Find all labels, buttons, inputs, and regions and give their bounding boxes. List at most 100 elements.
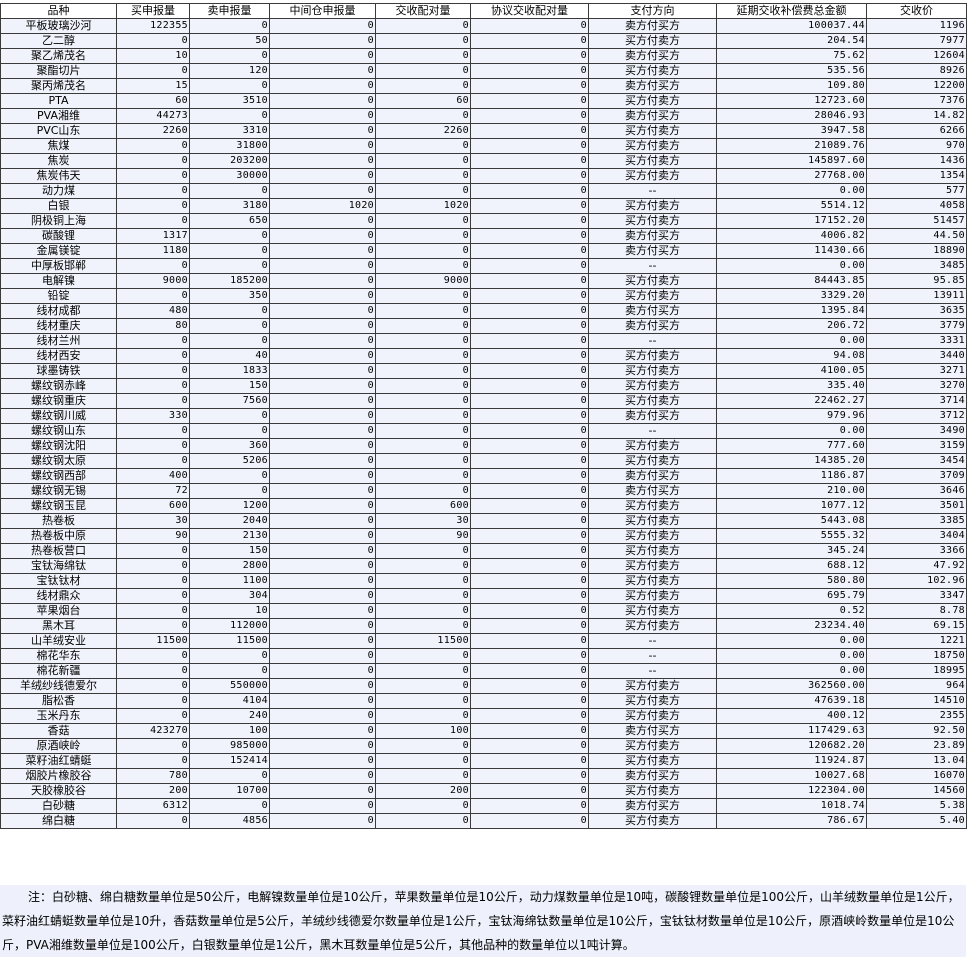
cell-matched-qty: 200	[375, 783, 471, 799]
cell-compensation: 0.00	[716, 183, 867, 199]
cell-intermediate-qty: 0	[269, 363, 376, 379]
cell-delivery-price: 3385	[866, 513, 967, 529]
cell-delivery-price: 8926	[866, 63, 967, 79]
cell-matched-qty: 0	[375, 228, 471, 244]
header-buy-qty: 买申报量	[116, 3, 190, 19]
cell-agreement-qty: 0	[470, 303, 589, 319]
cell-matched-qty: 0	[375, 288, 471, 304]
cell-compensation: 3329.20	[716, 288, 867, 304]
cell-delivery-price: 1221	[866, 633, 967, 649]
table-row: 棉花华东 0 0 0 0 0 -- 0.00 18750	[0, 648, 967, 664]
cell-product: 螺纹钢重庆	[0, 393, 117, 409]
cell-product: 烟胶片橡胶谷	[0, 768, 117, 784]
cell-product: 球墨铸铁	[0, 363, 117, 379]
cell-pay-direction: 卖方付买方	[588, 48, 717, 64]
cell-compensation: 12723.60	[716, 93, 867, 109]
cell-delivery-price: 3712	[866, 408, 967, 424]
cell-intermediate-qty: 0	[269, 183, 376, 199]
cell-agreement-qty: 0	[470, 393, 589, 409]
cell-pay-direction: 买方付卖方	[588, 393, 717, 409]
cell-pay-direction: 买方付卖方	[588, 153, 717, 169]
cell-sell-qty: 0	[189, 228, 270, 244]
cell-matched-qty: 0	[375, 408, 471, 424]
cell-sell-qty: 30000	[189, 168, 270, 184]
header-intermediate-qty: 中间仓申报量	[269, 3, 376, 19]
cell-delivery-price: 964	[866, 678, 967, 694]
cell-delivery-price: 14510	[866, 693, 967, 709]
cell-agreement-qty: 0	[470, 18, 589, 34]
cell-agreement-qty: 0	[470, 813, 589, 829]
cell-sell-qty: 0	[189, 423, 270, 439]
cell-buy-qty: 0	[116, 138, 190, 154]
cell-product: 动力煤	[0, 183, 117, 199]
cell-product: 螺纹钢川威	[0, 408, 117, 424]
cell-sell-qty: 0	[189, 483, 270, 499]
cell-sell-qty: 2800	[189, 558, 270, 574]
cell-buy-qty: 11500	[116, 633, 190, 649]
cell-compensation: 100037.44	[716, 18, 867, 34]
cell-sell-qty: 360	[189, 438, 270, 454]
cell-pay-direction: 买方付卖方	[588, 438, 717, 454]
cell-matched-qty: 0	[375, 348, 471, 364]
cell-product: 原酒峡岭	[0, 738, 117, 754]
cell-compensation: 1186.87	[716, 468, 867, 484]
cell-compensation: 204.54	[716, 33, 867, 49]
cell-agreement-qty: 0	[470, 318, 589, 334]
cell-delivery-price: 3440	[866, 348, 967, 364]
cell-product: PTA	[0, 93, 117, 109]
cell-pay-direction: 买方付卖方	[588, 138, 717, 154]
cell-matched-qty: 0	[375, 213, 471, 229]
cell-compensation: 362560.00	[716, 678, 867, 694]
cell-delivery-price: 4058	[866, 198, 967, 214]
cell-delivery-price: 3779	[866, 318, 967, 334]
cell-delivery-price: 3485	[866, 258, 967, 274]
table-row: PVA湘维 44273 0 0 0 0 卖方付买方 28046.93 14.82	[0, 108, 967, 124]
cell-compensation: 3947.58	[716, 123, 867, 139]
cell-pay-direction: 卖方付买方	[588, 243, 717, 259]
cell-delivery-price: 44.50	[866, 228, 967, 244]
cell-compensation: 580.80	[716, 573, 867, 589]
cell-matched-qty: 0	[375, 108, 471, 124]
cell-buy-qty: 0	[116, 288, 190, 304]
cell-matched-qty: 0	[375, 393, 471, 409]
cell-buy-qty: 9000	[116, 273, 190, 289]
cell-matched-qty: 0	[375, 558, 471, 574]
cell-compensation: 27768.00	[716, 168, 867, 184]
cell-pay-direction: --	[588, 258, 717, 274]
cell-sell-qty: 650	[189, 213, 270, 229]
cell-sell-qty: 4104	[189, 693, 270, 709]
cell-agreement-qty: 0	[470, 363, 589, 379]
cell-intermediate-qty: 0	[269, 288, 376, 304]
cell-pay-direction: 买方付卖方	[588, 273, 717, 289]
cell-sell-qty: 0	[189, 243, 270, 259]
cell-intermediate-qty: 0	[269, 468, 376, 484]
cell-intermediate-qty: 0	[269, 513, 376, 529]
cell-compensation: 695.79	[716, 588, 867, 604]
cell-compensation: 75.62	[716, 48, 867, 64]
cell-delivery-price: 47.92	[866, 558, 967, 574]
cell-intermediate-qty: 0	[269, 408, 376, 424]
cell-buy-qty: 90	[116, 528, 190, 544]
cell-matched-qty: 0	[375, 378, 471, 394]
cell-buy-qty: 0	[116, 33, 190, 49]
cell-product: 线材成都	[0, 303, 117, 319]
header-product: 品种	[0, 3, 117, 19]
cell-delivery-price: 3331	[866, 333, 967, 349]
table-row: 螺纹钢沈阳 0 360 0 0 0 买方付卖方 777.60 3159	[0, 438, 967, 454]
cell-sell-qty: 2130	[189, 528, 270, 544]
cell-matched-qty: 0	[375, 543, 471, 559]
cell-agreement-qty: 0	[470, 468, 589, 484]
cell-intermediate-qty: 0	[269, 603, 376, 619]
table-row: 螺纹钢无锡 72 0 0 0 0 卖方付买方 210.00 3646	[0, 483, 967, 499]
header-matched-qty: 交收配对量	[375, 3, 471, 19]
cell-pay-direction: 买方付卖方	[588, 738, 717, 754]
cell-agreement-qty: 0	[470, 513, 589, 529]
table-row: 碳酸锂 1317 0 0 0 0 卖方付买方 4006.82 44.50	[0, 228, 967, 244]
cell-product: 螺纹钢玉昆	[0, 498, 117, 514]
cell-compensation: 5514.12	[716, 198, 867, 214]
cell-compensation: 335.40	[716, 378, 867, 394]
cell-compensation: 145897.60	[716, 153, 867, 169]
cell-buy-qty: 0	[116, 423, 190, 439]
cell-intermediate-qty: 0	[269, 573, 376, 589]
cell-buy-qty: 1180	[116, 243, 190, 259]
